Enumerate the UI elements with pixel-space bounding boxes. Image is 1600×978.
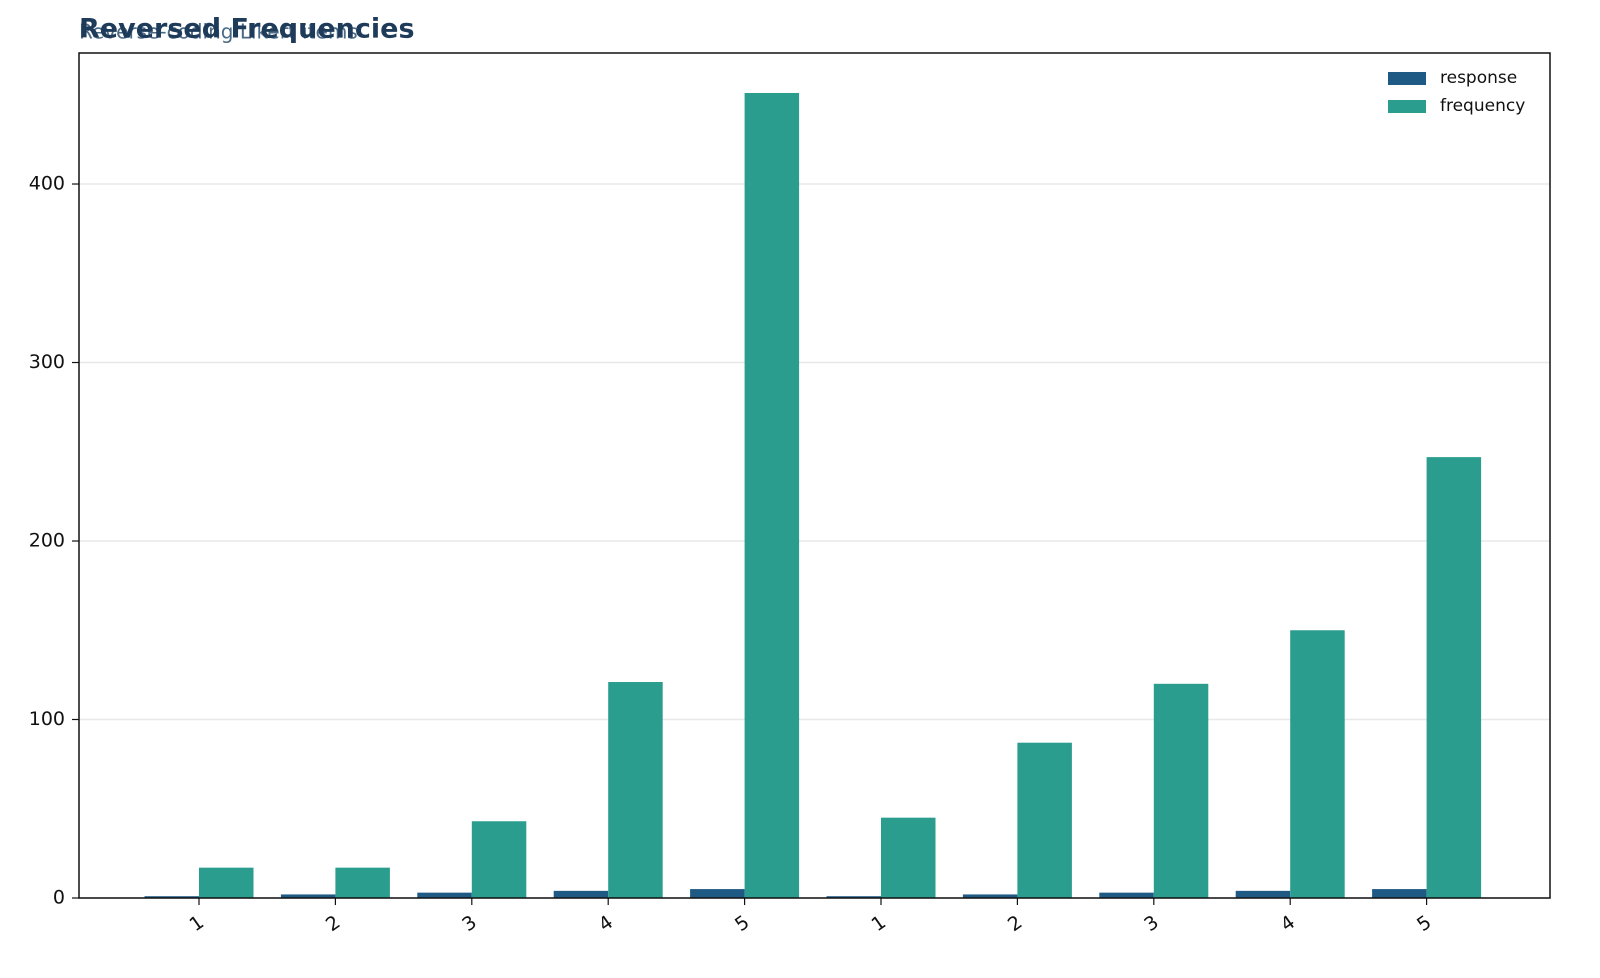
bar <box>1372 889 1427 898</box>
chart-subtitle: Reverse-coding Likert items <box>79 20 358 44</box>
plot-frame <box>78 52 1551 899</box>
bar <box>1099 892 1154 898</box>
y-tick-label: 300 <box>29 351 65 373</box>
x-tick-label: 4 <box>595 911 618 936</box>
x-tick-label: 4 <box>1277 911 1300 936</box>
x-tick-label: 2 <box>322 911 345 936</box>
bar <box>1017 742 1072 898</box>
chart-title: Reversed Frequencies <box>79 14 415 45</box>
x-tick-label: 1 <box>867 911 890 936</box>
bar <box>962 894 1018 898</box>
y-tick-label: 200 <box>29 530 65 552</box>
x-tick-label: 5 <box>1413 911 1436 936</box>
bar <box>1153 683 1209 898</box>
x-tick-label: 3 <box>1140 911 1163 936</box>
bar <box>1426 457 1482 898</box>
bar <box>608 682 663 898</box>
legend-label: frequency <box>1440 96 1525 116</box>
x-tick-label: 3 <box>458 911 481 936</box>
bar <box>199 867 254 898</box>
legend-label: response <box>1440 68 1517 88</box>
x-tick-label: 2 <box>1004 911 1027 936</box>
bar <box>1235 890 1291 898</box>
legend-swatch <box>1388 72 1426 85</box>
bar <box>744 92 800 899</box>
bar <box>826 896 881 898</box>
bar <box>471 821 527 898</box>
bar <box>417 892 472 898</box>
bar <box>553 890 609 898</box>
y-tick-label: 0 <box>53 887 65 909</box>
bar <box>280 894 336 898</box>
y-tick-label: 100 <box>29 708 65 730</box>
bar <box>881 817 936 898</box>
bar <box>1290 630 1345 898</box>
y-tick-label: 400 <box>29 173 65 195</box>
bar <box>690 889 745 898</box>
bar <box>144 896 199 898</box>
x-tick-label: 5 <box>731 911 754 936</box>
bar <box>335 867 390 898</box>
x-tick-label: 1 <box>185 911 208 936</box>
legend-swatch <box>1388 100 1426 113</box>
